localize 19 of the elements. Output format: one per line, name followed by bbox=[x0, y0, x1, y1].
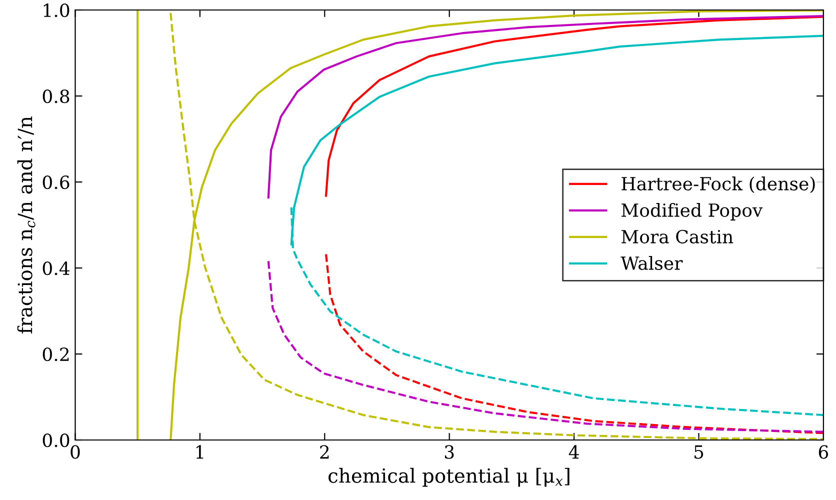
legend-label: Hartree-Fock (dense) bbox=[622, 176, 815, 194]
x-tick-label: 6 bbox=[818, 445, 828, 459]
y-tick-label: 0.6 bbox=[42, 175, 70, 190]
legend-label: Modified Popov bbox=[622, 203, 763, 220]
legend-label: Walser bbox=[620, 256, 683, 270]
y-axis-title: fractions n$_{c}$/n and n′/n bbox=[17, 116, 36, 334]
x-tick-label: 4 bbox=[568, 445, 579, 459]
y-tick-label: 0.4 bbox=[42, 261, 70, 276]
y-tick-label: 1.0 bbox=[44, 3, 70, 18]
y-tick-label: 0.8 bbox=[42, 89, 70, 104]
x-tick-label: 1 bbox=[196, 445, 204, 459]
x-tick-label: 0 bbox=[70, 445, 80, 459]
x-axis-title: chemical potential μ [μ$_{x}$] bbox=[328, 468, 570, 487]
legend-label: Mora Castin bbox=[622, 230, 734, 244]
y-tick-label: 0.2 bbox=[42, 347, 69, 362]
x-tick-label: 5 bbox=[694, 445, 704, 459]
y-tick-label: 0.0 bbox=[42, 433, 70, 448]
x-tick-label: 3 bbox=[444, 445, 454, 459]
x-tick-label: 2 bbox=[320, 445, 329, 459]
